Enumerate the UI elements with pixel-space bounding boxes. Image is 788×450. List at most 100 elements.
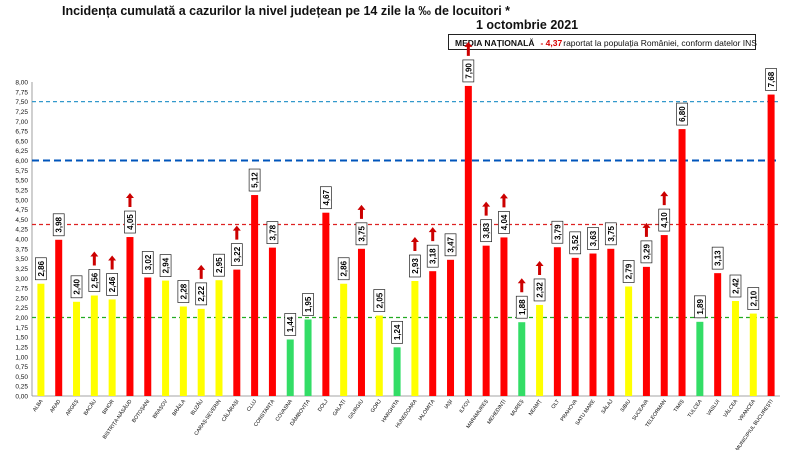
x-tick-label: CĂLĂRAȘI <box>220 398 240 423</box>
data-label-box <box>391 320 403 344</box>
data-label-box <box>747 287 760 310</box>
trend-up-arrow-icon <box>125 193 134 208</box>
bar <box>322 212 330 396</box>
x-tick-label: BUZĂU <box>189 398 205 417</box>
y-tick-label: 7,25 <box>15 109 28 116</box>
chart-date: 1 octombrie 2021 <box>476 18 579 32</box>
data-label: 3,52 <box>569 231 582 255</box>
y-tick-label: 0,75 <box>15 364 28 371</box>
data-label-text: 2,32 <box>536 282 545 298</box>
data-label: 3,13 <box>711 246 724 270</box>
x-tick-label: BACĂU <box>82 398 98 417</box>
data-label-text: 3,98 <box>55 216 64 232</box>
y-tick-label: 1,25 <box>15 344 28 351</box>
bar <box>607 248 615 396</box>
x-tick-label: GORJ <box>370 398 383 414</box>
y-tick-label: 7,75 <box>15 89 28 96</box>
data-label-text: 4,67 <box>322 189 331 205</box>
data-label-box <box>213 253 225 277</box>
data-label-text: 3,47 <box>447 236 456 252</box>
data-label-box <box>604 222 617 246</box>
data-label: 7,90 <box>462 59 475 83</box>
bar <box>108 299 116 396</box>
bar <box>553 247 561 396</box>
data-label-text: 2,22 <box>197 286 206 302</box>
bar <box>268 247 276 396</box>
trend-up-arrow-icon <box>410 236 419 251</box>
bar <box>749 313 757 396</box>
y-tick-label: 3,50 <box>15 256 28 263</box>
data-label: 6,80 <box>676 102 688 126</box>
national-average-note: raportat la populația României, conform … <box>563 38 757 48</box>
data-label: 3,78 <box>266 221 279 244</box>
data-label-text: 4,04 <box>500 214 509 230</box>
x-tick-label: MUREȘ <box>510 398 526 417</box>
y-tick-label: 0,00 <box>15 394 28 401</box>
data-label-text: 4,10 <box>660 212 669 228</box>
x-tick-label: VRANCEA <box>738 398 758 422</box>
y-tick-label: 1,50 <box>15 335 28 342</box>
trend-up-arrow-icon <box>197 264 206 279</box>
data-label-box <box>533 278 546 302</box>
data-label: 3,18 <box>426 244 439 268</box>
data-label-box <box>177 280 190 303</box>
y-tick-label: 3,25 <box>15 266 28 273</box>
data-label-box <box>551 220 564 244</box>
data-label-text: 2,28 <box>179 283 188 299</box>
data-label: 1,88 <box>515 295 528 319</box>
data-label: 3,98 <box>52 213 65 237</box>
data-label: 3,63 <box>587 227 599 250</box>
y-tick-label: 2,25 <box>15 305 28 312</box>
data-label-text: 2,93 <box>411 258 420 274</box>
data-label-box <box>480 219 492 243</box>
data-label: 2,22 <box>195 282 208 306</box>
data-label: 4,04 <box>498 211 510 234</box>
y-tick-label: 2,00 <box>15 315 28 322</box>
data-label-text: 3,22 <box>233 246 242 262</box>
data-label-text: 1,44 <box>286 316 295 332</box>
x-tick-label: ARGEȘ <box>65 398 81 417</box>
bar <box>482 245 490 396</box>
y-tick-label: 1,00 <box>15 354 28 361</box>
x-tick-label: BOTOȘANI <box>131 399 151 424</box>
bar <box>90 295 98 396</box>
bar <box>447 259 455 396</box>
national-average-label: MEDIA NAȚIONALĂ <box>455 38 535 48</box>
data-label-box <box>729 274 742 298</box>
x-tick-label: VÂLCEA <box>722 398 740 419</box>
data-label-box <box>622 260 635 283</box>
bar <box>73 301 81 396</box>
bar <box>678 129 686 396</box>
bar <box>767 94 775 396</box>
data-label-box <box>515 295 528 319</box>
data-label-text: 2,95 <box>215 257 224 273</box>
trend-up-arrow-icon <box>642 222 651 237</box>
data-label-box <box>355 222 368 246</box>
data-label: 2,86 <box>337 257 350 281</box>
y-tick-label: 2,50 <box>15 295 28 302</box>
trend-up-arrow-icon <box>464 41 473 56</box>
trend-up-arrow-icon <box>535 260 544 275</box>
data-label-text: 3,18 <box>429 248 438 264</box>
bar <box>233 269 241 396</box>
bar <box>642 266 650 396</box>
bar <box>179 306 187 396</box>
data-label: 2,56 <box>88 269 101 292</box>
data-label-text: 2,42 <box>731 278 740 294</box>
data-label-text: 1,24 <box>393 324 402 340</box>
data-label-box <box>658 208 671 232</box>
data-label-box <box>711 246 724 270</box>
data-label: 2,28 <box>177 280 190 303</box>
x-tick-label: ALBA <box>32 398 45 413</box>
data-label: 5,12 <box>248 168 261 192</box>
data-label-box <box>266 221 279 244</box>
data-label-text: 5,12 <box>251 172 260 188</box>
data-label-text: 2,79 <box>625 263 634 279</box>
national-average-box: MEDIA NAȚIONALĂ - 4,37raportat la populaț… <box>448 34 757 50</box>
data-label-text: 7,90 <box>464 63 473 79</box>
bar <box>429 271 437 396</box>
y-tick-label: 5,75 <box>15 168 28 175</box>
bar <box>197 308 205 396</box>
data-label-box <box>302 293 314 316</box>
data-label: 2,93 <box>409 254 421 278</box>
